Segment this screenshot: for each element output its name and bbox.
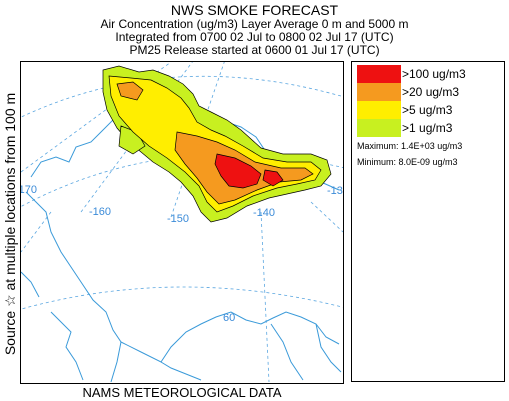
legend-swatch bbox=[357, 119, 401, 137]
concentration-description: Air Concentration (ug/m3) Layer Average … bbox=[100, 17, 409, 31]
plume-level-4 bbox=[214, 153, 262, 189]
legend-item: >5 ug/m3 bbox=[357, 101, 497, 119]
legend-item: >100 ug/m3 bbox=[357, 65, 497, 83]
legend-item: >1 ug/m3 bbox=[357, 119, 497, 137]
source-label: Source ☆ at multiple locations from 100 … bbox=[2, 92, 18, 356]
longitude-label-150: -150 bbox=[167, 213, 189, 225]
maximum-value: Maximum: 1.4E+03 ug/m3 bbox=[357, 141, 463, 151]
release-start: PM25 Release started at 0600 01 Jul 17 (… bbox=[129, 43, 380, 57]
legend-swatch bbox=[357, 83, 401, 101]
data-source-footer: NAMS METEOROLOGICAL DATA bbox=[82, 385, 282, 400]
map-canvas: -170 -160 -150 -140 -130 60 bbox=[21, 62, 343, 383]
minimum-value: Minimum: 8.0E-09 ug/m3 bbox=[357, 157, 458, 167]
legend-item: >20 ug/m3 bbox=[357, 83, 497, 101]
smoke-map: -170 -160 -150 -140 -130 60 bbox=[20, 61, 344, 384]
legend-swatch bbox=[357, 65, 401, 83]
integration-period: Integrated from 0700 02 Jul to 0800 02 J… bbox=[115, 30, 394, 44]
legend-label: >100 ug/m3 bbox=[402, 67, 466, 81]
plume-level-3-north bbox=[116, 81, 144, 101]
forecast-title: NWS SMOKE FORECAST bbox=[170, 2, 339, 18]
smoke-plume bbox=[102, 65, 332, 223]
longitude-label-160: -160 bbox=[89, 206, 111, 218]
latitude-label-60: 60 bbox=[223, 312, 235, 324]
legend-label: >1 ug/m3 bbox=[402, 121, 453, 135]
longitude-label-170: -170 bbox=[21, 184, 37, 196]
legend: >100 ug/m3 >20 ug/m3 >5 ug/m3 >1 ug/m3 M… bbox=[351, 61, 505, 382]
legend-label: >5 ug/m3 bbox=[402, 103, 453, 117]
legend-label: >20 ug/m3 bbox=[402, 85, 460, 99]
plume-level-4-east bbox=[262, 169, 284, 187]
longitude-label-130: -130 bbox=[327, 185, 343, 197]
longitude-label-140: -140 bbox=[253, 207, 275, 219]
legend-swatch bbox=[357, 101, 401, 119]
